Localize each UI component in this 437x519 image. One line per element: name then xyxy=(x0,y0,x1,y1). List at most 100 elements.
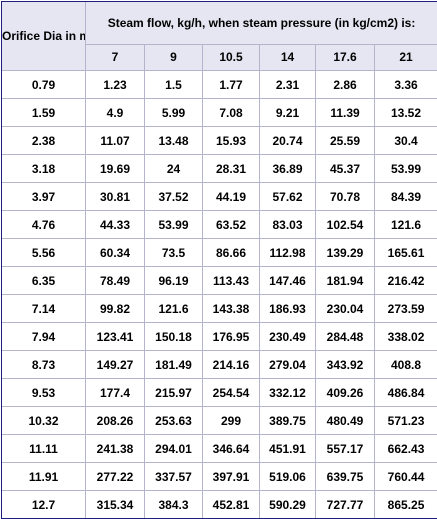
steam-flow-cell: 73.5 xyxy=(145,239,203,267)
steam-flow-cell: 727.77 xyxy=(316,491,375,518)
pressure-header-cell: 17.6 xyxy=(316,44,375,71)
table-row: 7.14 99.82 121.6 143.38 186.93 230.04 273.59 xyxy=(2,295,437,323)
steam-flow-cell: 294.01 xyxy=(145,435,203,463)
orifice-dia-header: Orifice Dia in mm xyxy=(2,2,86,71)
steam-flow-cell: 165.61 xyxy=(375,239,437,267)
steam-flow-cell: 230.04 xyxy=(316,295,375,323)
steam-flow-cell: 480.49 xyxy=(316,407,375,435)
steam-flow-cell: 557.17 xyxy=(316,435,375,463)
steam-flow-cell: 332.12 xyxy=(260,379,316,407)
orifice-dia-cell: 8.73 xyxy=(2,351,86,379)
steam-flow-cell: 315.34 xyxy=(86,491,145,518)
steam-flow-cell: 253.63 xyxy=(145,407,203,435)
steam-flow-cell: 215.97 xyxy=(145,379,203,407)
steam-flow-cell: 284.48 xyxy=(316,323,375,351)
steam-flow-cell: 113.43 xyxy=(203,267,260,295)
pressure-header-cell: 9 xyxy=(145,44,203,71)
steam-flow-cell: 338.02 xyxy=(375,323,437,351)
steam-flow-cell: 28.31 xyxy=(203,155,260,183)
steam-flow-cell: 241.38 xyxy=(86,435,145,463)
steam-flow-cell: 662.43 xyxy=(375,435,437,463)
orifice-dia-cell: 11.91 xyxy=(2,463,86,491)
steam-flow-cell: 45.37 xyxy=(316,155,375,183)
table-row: 12.7 315.34 384.3 452.81 590.29 727.77 865.25 xyxy=(2,491,437,518)
orifice-dia-cell: 10.32 xyxy=(2,407,86,435)
steam-flow-cell: 30.81 xyxy=(86,183,145,211)
table-row: 3.18 19.69 24 28.31 36.89 45.37 53.99 xyxy=(2,155,437,183)
steam-flow-cell: 230.49 xyxy=(260,323,316,351)
steam-flow-cell: 181.49 xyxy=(145,351,203,379)
steam-flow-cell: 346.64 xyxy=(203,435,260,463)
steam-flow-cell: 273.59 xyxy=(375,295,437,323)
steam-flow-cell: 24 xyxy=(145,155,203,183)
steam-flow-cell: 70.78 xyxy=(316,183,375,211)
steam-flow-cell: 13.48 xyxy=(145,127,203,155)
table-row: 7.94 123.41 150.18 176.95 230.49 284.48 338.02 xyxy=(2,323,437,351)
table-row: 4.76 44.33 53.99 63.52 83.03 102.54 121.6 xyxy=(2,211,437,239)
steam-flow-cell: 343.92 xyxy=(316,351,375,379)
steam-flow-cell: 384.3 xyxy=(145,491,203,518)
pressure-header-row: 7 9 10.5 14 17.6 21 xyxy=(2,44,437,71)
steam-flow-cell: 389.75 xyxy=(260,407,316,435)
steam-flow-cell: 20.74 xyxy=(260,127,316,155)
orifice-dia-cell: 3.97 xyxy=(2,183,86,211)
orifice-dia-cell: 0.79 xyxy=(2,71,86,99)
orifice-dia-cell: 1.59 xyxy=(2,99,86,127)
steam-flow-cell: 36.89 xyxy=(260,155,316,183)
pressure-header-cell: 10.5 xyxy=(203,44,260,71)
steam-flow-cell: 63.52 xyxy=(203,211,260,239)
steam-flow-cell: 590.29 xyxy=(260,491,316,518)
steam-flow-cell: 277.22 xyxy=(86,463,145,491)
steam-flow-cell: 1.23 xyxy=(86,71,145,99)
steam-flow-cell: 112.98 xyxy=(260,239,316,267)
table-row: 2.38 11.07 13.48 15.93 20.74 25.59 30.4 xyxy=(2,127,437,155)
steam-flow-cell: 15.93 xyxy=(203,127,260,155)
steam-flow-cell: 96.19 xyxy=(145,267,203,295)
steam-flow-cell: 44.19 xyxy=(203,183,260,211)
table-row: 11.91 277.22 337.57 397.91 519.06 639.75 760.4… xyxy=(2,463,437,491)
orifice-dia-cell: 4.76 xyxy=(2,211,86,239)
steam-flow-cell: 11.07 xyxy=(86,127,145,155)
table-body: 0.79 1.23 1.5 1.77 2.31 2.86 3.36 1.59 4.9 5.99 7.… xyxy=(2,71,437,518)
steam-flow-cell: 214.16 xyxy=(203,351,260,379)
steam-flow-cell: 397.91 xyxy=(203,463,260,491)
orifice-dia-cell: 11.11 xyxy=(2,435,86,463)
steam-flow-cell: 9.21 xyxy=(260,99,316,127)
steam-flow-cell: 150.18 xyxy=(145,323,203,351)
steam-flow-cell: 1.77 xyxy=(203,71,260,99)
steam-flow-cell: 181.94 xyxy=(316,267,375,295)
table-row: 9.53 177.4 215.97 254.54 332.12 409.26 486.84 xyxy=(2,379,437,407)
steam-flow-cell: 186.93 xyxy=(260,295,316,323)
table-row: 1.59 4.9 5.99 7.08 9.21 11.39 13.52 xyxy=(2,99,437,127)
steam-flow-cell: 57.62 xyxy=(260,183,316,211)
steam-flow-cell: 1.5 xyxy=(145,71,203,99)
steam-flow-cell: 149.27 xyxy=(86,351,145,379)
table-header: Orifice Dia in mm Steam flow, kg/h, when… xyxy=(2,2,437,71)
steam-flow-cell: 53.99 xyxy=(145,211,203,239)
steam-flow-cell: 452.81 xyxy=(203,491,260,518)
steam-flow-cell: 216.42 xyxy=(375,267,437,295)
steam-flow-cell: 13.52 xyxy=(375,99,437,127)
steam-flow-cell: 177.4 xyxy=(86,379,145,407)
orifice-dia-cell: 12.7 xyxy=(2,491,86,518)
orifice-dia-cell: 2.38 xyxy=(2,127,86,155)
steam-flow-cell: 44.33 xyxy=(86,211,145,239)
steam-flow-title-header: Steam flow, kg/h, when steam pressure (i… xyxy=(86,2,437,45)
steam-flow-cell: 121.6 xyxy=(375,211,437,239)
orifice-dia-cell: 5.56 xyxy=(2,239,86,267)
steam-flow-cell: 337.57 xyxy=(145,463,203,491)
steam-flow-cell: 53.99 xyxy=(375,155,437,183)
steam-flow-cell: 60.34 xyxy=(86,239,145,267)
pressure-header-cell: 14 xyxy=(260,44,316,71)
steam-flow-cell: 865.25 xyxy=(387,497,425,512)
orifice-dia-cell: 3.18 xyxy=(2,155,86,183)
steam-flow-cell: 25.59 xyxy=(316,127,375,155)
steam-flow-cell: 30.4 xyxy=(375,127,437,155)
steam-flow-cell: 279.04 xyxy=(260,351,316,379)
table-row: 0.79 1.23 1.5 1.77 2.31 2.86 3.36 xyxy=(2,71,437,99)
steam-flow-cell: 123.41 xyxy=(86,323,145,351)
steam-flow-cell: 4.9 xyxy=(86,99,145,127)
table-row: 8.73 149.27 181.49 214.16 279.04 343.92 408.8 xyxy=(2,351,437,379)
steam-flow-cell: 19.69 xyxy=(86,155,145,183)
